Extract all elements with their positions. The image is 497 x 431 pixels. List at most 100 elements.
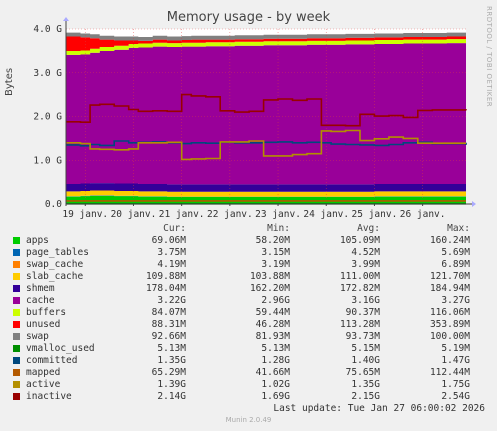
legend-avg-value: 75.65M [345, 367, 380, 378]
legend-label: slab_cache [26, 271, 84, 282]
legend-avg-value: 3.99M [351, 259, 380, 270]
legend-max-value: 1.47G [441, 355, 470, 366]
x-tick-label: 20 janv. [111, 209, 157, 220]
header-max: Max: [447, 223, 470, 234]
legend-row-mapped: mapped 65.29M 41.66M 75.65M 112.44M [0, 367, 497, 378]
legend-min-value: 1.69G [261, 391, 290, 402]
legend-label: apps [26, 235, 49, 246]
legend-avg-value: 1.40G [351, 355, 380, 366]
legend-max-value: 5.69M [441, 247, 470, 258]
last-update: Last update: Tue Jan 27 06:00:02 2026 [273, 403, 485, 414]
legend-avg-value: 1.35G [351, 379, 380, 390]
legend-min-value: 3.15M [261, 247, 290, 258]
legend-min-value: 3.19M [261, 259, 290, 270]
legend-header: Cur: Min: Avg: Max: [0, 223, 497, 234]
legend-min-value: 59.44M [255, 307, 290, 318]
legend-swatch [13, 297, 20, 304]
chart-title: Memory usage - by week [166, 10, 331, 25]
legend-max-value: 2.54G [441, 391, 470, 402]
legend-max-value: 100.00M [429, 331, 470, 342]
legend-min-value: 46.28M [255, 319, 290, 330]
y-tick-label: 3.0 G [33, 68, 62, 79]
legend-row-vmalloc-used: vmalloc_used 5.13M 5.13M 5.15M 5.19M [0, 343, 497, 354]
legend-avg-value: 172.82M [339, 283, 380, 294]
legend-cur-value: 2.14G [157, 391, 186, 402]
legend-label: committed [26, 355, 78, 366]
legend-label: cache [26, 295, 55, 306]
legend-cur-value: 84.07M [151, 307, 186, 318]
legend-min-value: 1.28G [261, 355, 290, 366]
area-page-tables [66, 195, 466, 197]
legend-row-cache: cache 3.22G 2.96G 3.16G 3.27G [0, 295, 497, 306]
legend-swatch [13, 321, 20, 328]
legend-label: mapped [26, 367, 61, 378]
legend-max-value: 5.19M [441, 343, 470, 354]
legend-row-buffers: buffers 84.07M 59.44M 90.37M 116.06M [0, 307, 497, 318]
legend-row-swap: swap 92.66M 81.93M 93.73M 100.00M [0, 331, 497, 342]
legend-cur-value: 3.75M [157, 247, 186, 258]
chart-plot: 0.01.0 G2.0 G3.0 G4.0 G19 janv. 20 janv. 2… [33, 17, 476, 220]
legend-avg-value: 111.00M [339, 271, 380, 282]
legend-avg-value: 113.28M [339, 319, 380, 330]
legend-cur-value: 1.39G [157, 379, 186, 390]
area-unused [66, 35, 466, 51]
legend-max-value: 1.75G [441, 379, 470, 390]
legend-label: swap [26, 331, 49, 342]
y-tick-label: 1.0 G [33, 155, 62, 166]
x-tick-label: 25 janv. [352, 209, 398, 220]
legend-max-value: 112.44M [429, 367, 470, 378]
legend-row-page-tables: page_tables 3.75M 3.15M 4.52M 5.69M [0, 247, 497, 258]
legend-swatch [13, 237, 20, 244]
legend-max-value: 6.89M [441, 259, 470, 270]
x-axis-arrow [472, 201, 476, 207]
rrdtool-watermark: RRDTOOL / TOBI OETIKER [485, 6, 493, 108]
legend-avg-value: 4.52M [351, 247, 380, 258]
legend-swatch [13, 381, 20, 388]
legend-row-swap-cache: swap_cache 4.19M 3.19M 3.99M 6.89M [0, 259, 497, 270]
legend-cur-value: 109.88M [145, 271, 186, 282]
legend-swatch [13, 285, 20, 292]
legend-row-unused: unused 88.31M 46.28M 113.28M 353.89M [0, 319, 497, 330]
legend-cur-value: 4.19M [157, 259, 186, 270]
legend-swatch [13, 357, 20, 364]
legend-swatch [13, 393, 20, 400]
legend-cur-value: 1.35G [157, 355, 186, 366]
legend-avg-value: 93.73M [345, 331, 380, 342]
legend-swatch [13, 309, 20, 316]
area-swap [66, 31, 466, 41]
y-tick-label: 2.0 G [33, 112, 62, 123]
legend-min-value: 41.66M [255, 367, 290, 378]
legend-row-inactive: inactive 2.14G 1.69G 2.15G 2.54G [0, 391, 497, 402]
legend-row-shmem: shmem 178.04M 162.20M 172.82M 184.94M [0, 283, 497, 294]
line-active [66, 129, 466, 161]
legend-cur-value: 69.06M [151, 235, 186, 246]
legend-swatch [13, 333, 20, 340]
x-tick-label: 19 janv. [62, 209, 108, 220]
legend-cur-value: 5.13M [157, 343, 186, 354]
legend-label: active [26, 379, 61, 390]
legend-row-apps: apps 69.06M 58.20M 105.09M 160.24M [0, 235, 497, 246]
y-tick-label: 4.0 G [33, 24, 62, 35]
area-buffers [66, 39, 466, 55]
legend-label: vmalloc_used [26, 343, 95, 354]
legend-min-value: 58.20M [255, 235, 290, 246]
area-apps [66, 195, 466, 204]
legend-cur-value: 92.66M [151, 331, 186, 342]
legend-avg-value: 105.09M [339, 235, 380, 246]
legend-min-value: 5.13M [261, 343, 290, 354]
legend-row-active: active 1.39G 1.02G 1.35G 1.75G [0, 379, 497, 390]
legend-max-value: 160.24M [429, 235, 470, 246]
x-tick-label: 26 janv. [400, 209, 446, 220]
legend-max-value: 116.06M [429, 307, 470, 318]
legend-row-committed: committed 1.35G 1.28G 1.40G 1.47G [0, 355, 497, 366]
header-cur: Cur: [163, 223, 186, 234]
x-tick-label: 22 janv. [207, 209, 253, 220]
area-slab-cache [66, 190, 466, 197]
legend-cur-value: 88.31M [151, 319, 186, 330]
legend-cur-value: 178.04M [145, 283, 186, 294]
legend-avg-value: 5.15M [351, 343, 380, 354]
legend-avg-value: 3.16G [351, 295, 380, 306]
x-tick-label: 24 janv. [303, 209, 349, 220]
legend-max-value: 353.89M [429, 319, 470, 330]
legend-label: shmem [26, 283, 55, 294]
